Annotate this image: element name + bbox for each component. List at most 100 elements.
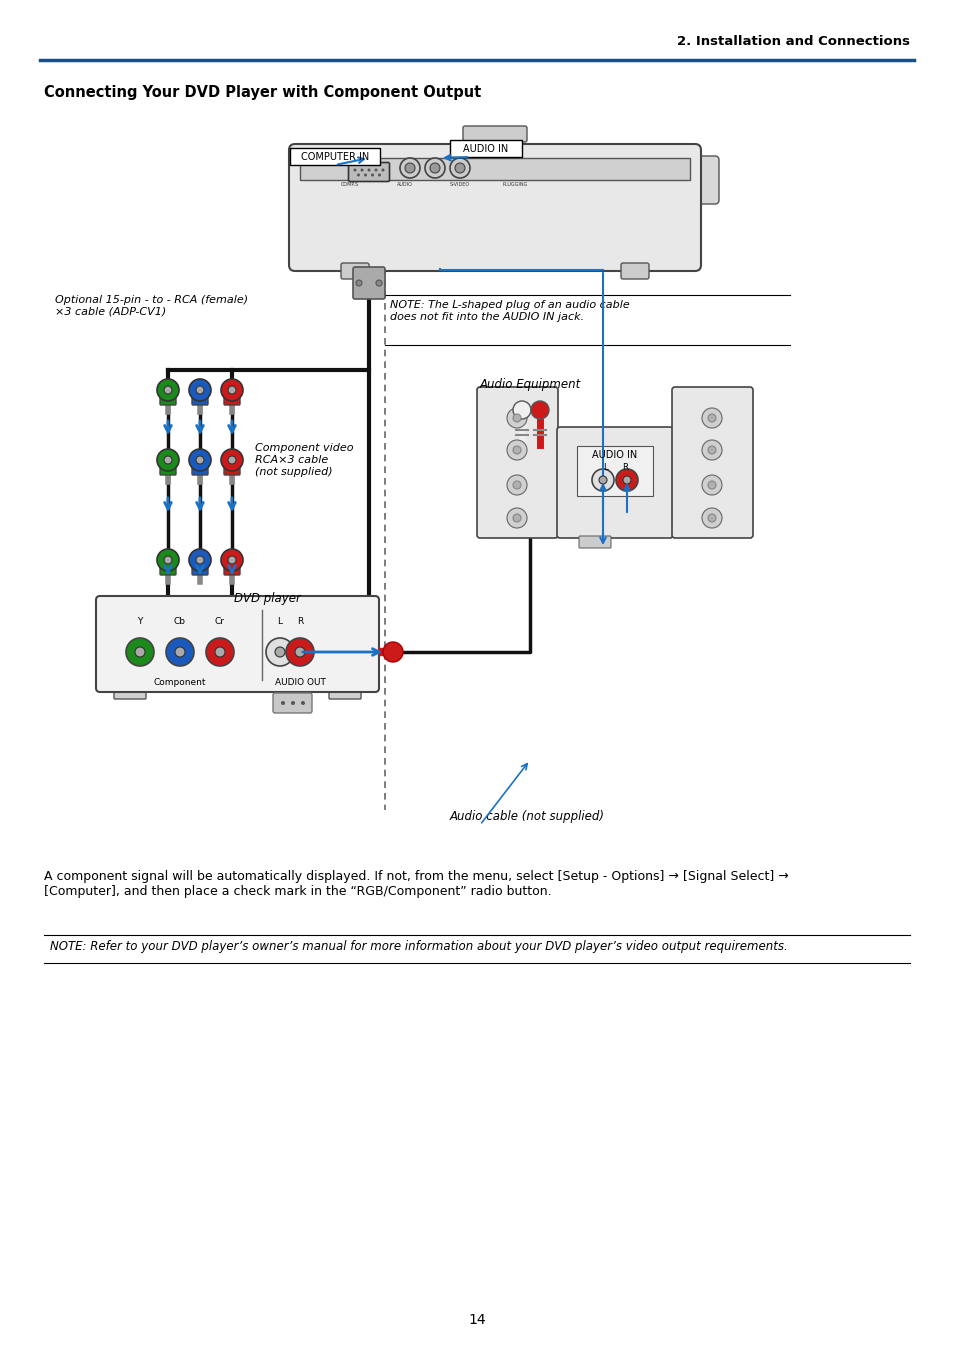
Circle shape: [399, 158, 419, 178]
FancyBboxPatch shape: [557, 427, 672, 538]
Circle shape: [214, 647, 225, 656]
FancyBboxPatch shape: [450, 140, 521, 156]
Circle shape: [166, 638, 193, 666]
Circle shape: [291, 701, 294, 705]
Circle shape: [622, 476, 630, 484]
FancyBboxPatch shape: [353, 267, 385, 299]
Circle shape: [294, 647, 305, 656]
Circle shape: [266, 638, 294, 666]
Circle shape: [424, 158, 444, 178]
Text: NOTE: Refer to your DVD player’s owner’s manual for more information about your : NOTE: Refer to your DVD player’s owner’s…: [50, 940, 787, 953]
Circle shape: [189, 379, 211, 400]
FancyBboxPatch shape: [620, 263, 648, 279]
FancyBboxPatch shape: [224, 390, 240, 404]
Circle shape: [367, 168, 370, 171]
Text: AUDIO: AUDIO: [396, 182, 413, 187]
Text: L: L: [602, 462, 607, 472]
Circle shape: [126, 638, 153, 666]
FancyBboxPatch shape: [224, 559, 240, 576]
Text: Component: Component: [153, 678, 206, 687]
Circle shape: [221, 379, 243, 400]
Circle shape: [286, 638, 314, 666]
FancyBboxPatch shape: [476, 387, 558, 538]
Circle shape: [513, 481, 520, 489]
Circle shape: [221, 549, 243, 572]
Circle shape: [228, 555, 235, 563]
Circle shape: [377, 174, 380, 177]
Circle shape: [281, 701, 285, 705]
Circle shape: [450, 158, 470, 178]
Circle shape: [371, 174, 374, 177]
Circle shape: [354, 168, 356, 171]
Circle shape: [189, 449, 211, 470]
Circle shape: [301, 701, 305, 705]
Circle shape: [506, 508, 526, 528]
Text: Audio cable (not supplied): Audio cable (not supplied): [450, 810, 604, 824]
Circle shape: [375, 168, 377, 171]
Text: Y: Y: [137, 617, 143, 627]
Circle shape: [381, 168, 384, 171]
Circle shape: [707, 414, 716, 422]
Circle shape: [430, 163, 439, 173]
FancyBboxPatch shape: [273, 693, 312, 713]
Circle shape: [164, 386, 172, 394]
Text: PLUGGING: PLUGGING: [502, 182, 527, 187]
FancyBboxPatch shape: [224, 460, 240, 474]
FancyBboxPatch shape: [192, 390, 208, 404]
Circle shape: [135, 647, 145, 656]
Circle shape: [513, 446, 520, 454]
FancyBboxPatch shape: [577, 446, 652, 496]
FancyBboxPatch shape: [290, 148, 379, 164]
Text: COMPUTER IN: COMPUTER IN: [300, 151, 369, 162]
Circle shape: [707, 514, 716, 522]
Circle shape: [405, 163, 415, 173]
Circle shape: [531, 400, 548, 419]
Circle shape: [221, 449, 243, 470]
Text: R: R: [296, 617, 303, 627]
Circle shape: [701, 474, 721, 495]
Text: 14: 14: [468, 1313, 485, 1326]
FancyBboxPatch shape: [462, 125, 526, 142]
Circle shape: [506, 408, 526, 429]
Text: NOTE: The L-shaped plug of an audio cable
does not fit into the AUDIO IN jack.: NOTE: The L-shaped plug of an audio cabl…: [390, 301, 629, 322]
FancyBboxPatch shape: [680, 156, 719, 204]
Text: L: L: [277, 617, 282, 627]
Circle shape: [228, 456, 235, 464]
Text: AUDIO IN: AUDIO IN: [592, 450, 637, 460]
Text: A component signal will be automatically displayed. If not, from the menu, selec: A component signal will be automatically…: [44, 869, 788, 898]
Circle shape: [375, 280, 381, 286]
Bar: [299, 158, 689, 181]
Text: S-VIDEO: S-VIDEO: [450, 182, 470, 187]
Circle shape: [189, 549, 211, 572]
FancyBboxPatch shape: [578, 537, 610, 549]
Circle shape: [382, 642, 402, 662]
Circle shape: [506, 474, 526, 495]
FancyBboxPatch shape: [671, 387, 752, 538]
Circle shape: [513, 414, 520, 422]
FancyBboxPatch shape: [160, 390, 175, 404]
Circle shape: [598, 476, 606, 484]
Circle shape: [455, 163, 464, 173]
Circle shape: [164, 555, 172, 563]
Circle shape: [701, 508, 721, 528]
Circle shape: [195, 555, 204, 563]
FancyBboxPatch shape: [160, 460, 175, 474]
FancyBboxPatch shape: [289, 144, 700, 271]
Circle shape: [174, 647, 185, 656]
FancyBboxPatch shape: [192, 559, 208, 576]
Circle shape: [513, 400, 531, 419]
Circle shape: [592, 469, 614, 491]
FancyBboxPatch shape: [329, 687, 360, 700]
Text: AUDIO IN: AUDIO IN: [463, 143, 508, 154]
Circle shape: [707, 446, 716, 454]
Text: AUDIO OUT: AUDIO OUT: [274, 678, 325, 687]
Text: DVD player: DVD player: [233, 592, 300, 605]
FancyBboxPatch shape: [348, 163, 389, 182]
Text: R: R: [621, 462, 627, 472]
FancyBboxPatch shape: [96, 596, 378, 692]
Text: 2. Installation and Connections: 2. Installation and Connections: [677, 35, 909, 49]
Circle shape: [195, 456, 204, 464]
Text: Audio Equipment: Audio Equipment: [479, 377, 580, 391]
Circle shape: [157, 379, 179, 400]
Circle shape: [356, 174, 359, 177]
